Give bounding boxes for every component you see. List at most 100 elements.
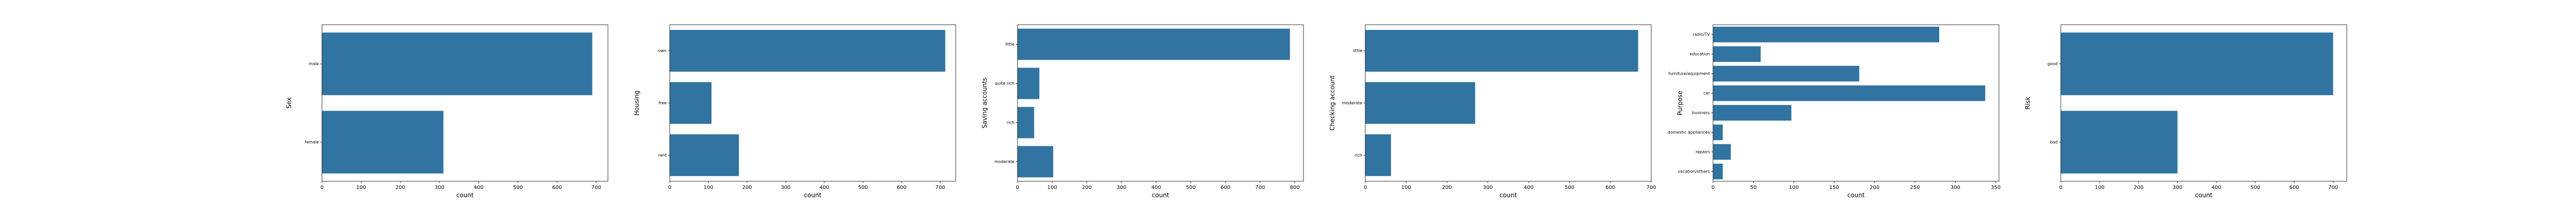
x-tick-label: 200 [1870,185,1879,191]
x-tick-label: 0 [1364,185,1367,191]
x-tick-label: 400 [1151,185,1161,191]
bar [1713,46,1761,62]
x-axis-label: count [804,192,822,199]
axes-frame [1017,24,1304,182]
bar [2061,32,2333,95]
x-tick-label: 0 [1711,185,1715,191]
x-axis-label: count [1500,192,1517,199]
x-tick-label: 250 [1910,185,1920,191]
x-tick-label: 0 [320,185,324,191]
y-axis-label: Risk [2024,97,2031,110]
x-tick-label: 600 [1221,185,1230,191]
x-tick-label: 100 [356,185,366,191]
x-tick-label: 300 [2173,185,2182,191]
bar [1018,67,1040,99]
bar [1713,105,1792,121]
chart-panel-purpose: radio/TV education furniture/equipment car b… [1668,24,2001,199]
x-tick-label: 700 [591,185,601,191]
y-axis-label: Sex [285,97,293,109]
x-tick-label: 100 [1401,185,1411,191]
x-tick-label: 500 [858,185,868,191]
bar [1018,146,1054,178]
y-tick-label: own [658,48,667,53]
x-tick-label: 500 [1186,185,1196,191]
bar [1018,28,1290,60]
y-tick-label: vacation/others [1678,169,1710,174]
y-tick-label: rich [1354,153,1362,158]
x-tick-label: 300 [781,185,790,191]
x-tick-label: 300 [1951,185,1960,191]
x-tick-label: 100 [1789,185,1799,191]
bar [670,30,945,72]
x-tick-label: 200 [1082,185,1092,191]
y-tick-label: radio/TV [1693,32,1710,37]
x-tick-label: 800 [1290,185,1300,191]
x-tick-label: 700 [935,185,945,191]
x-tick-label: 700 [1255,185,1265,191]
x-tick-label: 200 [1442,185,1452,191]
x-axis-label: count [1848,192,1865,199]
chart-panel-checking-account: little moderate rich 0 100 200 300 400 500 600 700… [1329,24,1656,199]
chart-panel-risk: good bad 0 100 200 300 400 500 600 700 count Risk [2024,24,2347,199]
x-tick-label: 700 [2328,185,2338,191]
y-tick-label: business [1692,111,1710,115]
x-tick-label: 400 [474,185,484,191]
x-axis-label: count [456,192,474,199]
y-tick-label: furniture/equipment [1668,72,1710,76]
y-axis-label: Checking account [1329,75,1336,130]
x-tick-label: 350 [1991,185,2001,191]
y-tick-label: male [309,62,319,66]
axes-frame [321,24,608,182]
y-tick-label: quite rich [995,81,1014,86]
x-tick-label: 500 [1565,185,1574,191]
x-tick-label: 300 [1483,185,1493,191]
y-tick-label: little [1353,48,1362,53]
y-tick-label: female [304,140,319,145]
x-tick-label: 700 [1646,185,1656,191]
bar [1713,26,1939,43]
y-tick-label: rent [658,153,667,158]
x-tick-label: 100 [1047,185,1057,191]
x-tick-label: 600 [1605,185,1615,191]
x-tick-label: 300 [435,185,445,191]
bar [670,82,711,124]
y-axis-label: Housing [633,91,640,116]
bar [1713,124,1723,141]
y-tick-label: good [2047,62,2058,66]
x-tick-label: 500 [2250,185,2260,191]
bar [1713,85,1986,101]
y-tick-label: moderate [994,160,1014,164]
x-tick-label: 50 [1750,185,1757,191]
bar [1018,107,1035,139]
x-tick-label: 400 [1524,185,1534,191]
x-tick-label: 0 [668,185,671,191]
chart-panel-housing: own free rent 0 100 200 300 400 500 600 700 count Ho… [633,24,956,199]
x-tick-label: 400 [2211,185,2221,191]
x-tick-label: 600 [896,185,906,191]
y-tick-label: repairs [1696,150,1710,154]
y-tick-label: domestic appliances [1668,130,1710,135]
x-tick-label: 150 [1829,185,1839,191]
bar [1713,65,1859,82]
x-tick-label: 200 [742,185,752,191]
y-tick-label: car [1703,91,1710,96]
y-tick-label: education [1689,52,1710,57]
axes-frame [2060,24,2347,182]
x-tick-label: 300 [1116,185,1126,191]
bar [1713,163,1723,180]
x-tick-label: 400 [819,185,829,191]
y-tick-label: bad [2050,140,2058,145]
y-axis-label: Saving accounts [981,78,988,129]
bar [670,134,739,176]
y-tick-label: little [1005,42,1014,47]
chart-panel-saving-accounts: little quite rich rich moderate 0 100 200 300 40… [981,24,1304,199]
y-tick-label: moderate [1342,101,1362,106]
x-tick-label: 600 [2290,185,2299,191]
chart-panel-sex: male female 0 100 200 300 400 500 600 700 count Sex [285,24,608,199]
x-tick-label: 0 [2059,185,2062,191]
x-tick-label: 200 [2133,185,2143,191]
x-axis-label: count [2195,192,2213,199]
bar [1365,82,1476,124]
y-tick-label: rich [1007,121,1014,125]
